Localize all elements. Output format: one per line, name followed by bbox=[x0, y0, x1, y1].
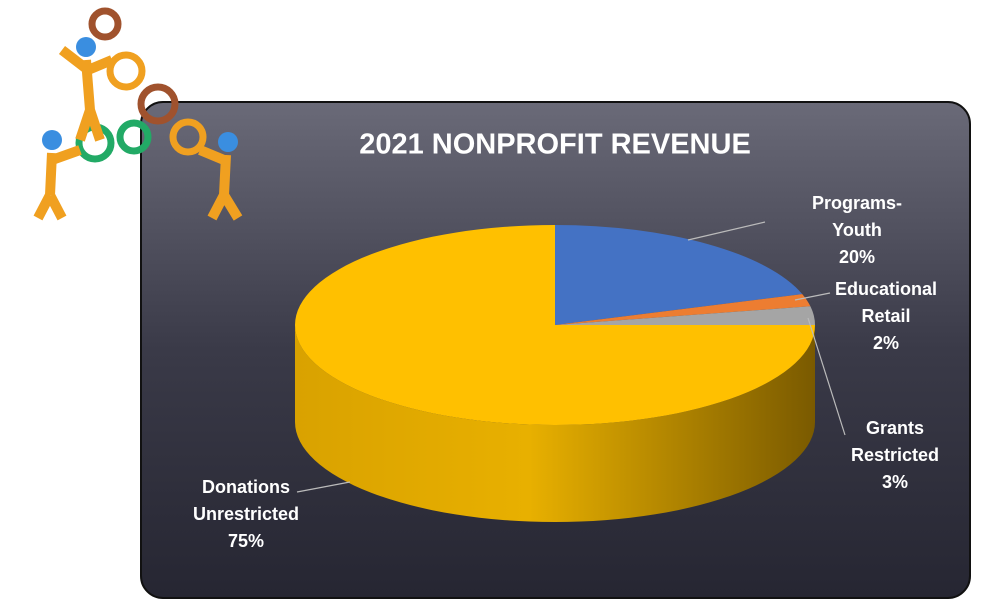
pie-side bbox=[295, 325, 815, 522]
slice-label: Educational Retail 2% bbox=[821, 276, 951, 357]
leader-line bbox=[296, 481, 351, 493]
value-label: 75% bbox=[227, 531, 265, 551]
leader-line bbox=[794, 292, 831, 301]
chart-title: 2021 NONPROFIT REVENUE bbox=[359, 129, 751, 161]
category-label: Programs- Youth bbox=[811, 193, 903, 240]
slice-label: Donations Unrestricted 75% bbox=[176, 474, 316, 555]
leader-lines bbox=[296, 221, 846, 493]
slice-label: Grants Restricted 3% bbox=[840, 415, 950, 496]
pie bbox=[295, 225, 815, 425]
category-label: Grants Restricted bbox=[850, 418, 940, 465]
pie-slice bbox=[295, 225, 815, 425]
pie-slice bbox=[555, 225, 803, 325]
pie-slice bbox=[555, 294, 811, 325]
slice-label: Programs- Youth 20% bbox=[797, 190, 917, 271]
value-label: 3% bbox=[881, 472, 908, 492]
decoration bbox=[33, 7, 243, 221]
category-label: Donations Unrestricted bbox=[192, 477, 300, 524]
leader-line bbox=[687, 221, 766, 241]
value-label: 2% bbox=[872, 333, 899, 353]
value-label: 20% bbox=[838, 247, 876, 267]
pie-slice bbox=[555, 306, 815, 325]
category-label: Educational Retail bbox=[834, 279, 937, 326]
leader-line bbox=[807, 317, 846, 436]
